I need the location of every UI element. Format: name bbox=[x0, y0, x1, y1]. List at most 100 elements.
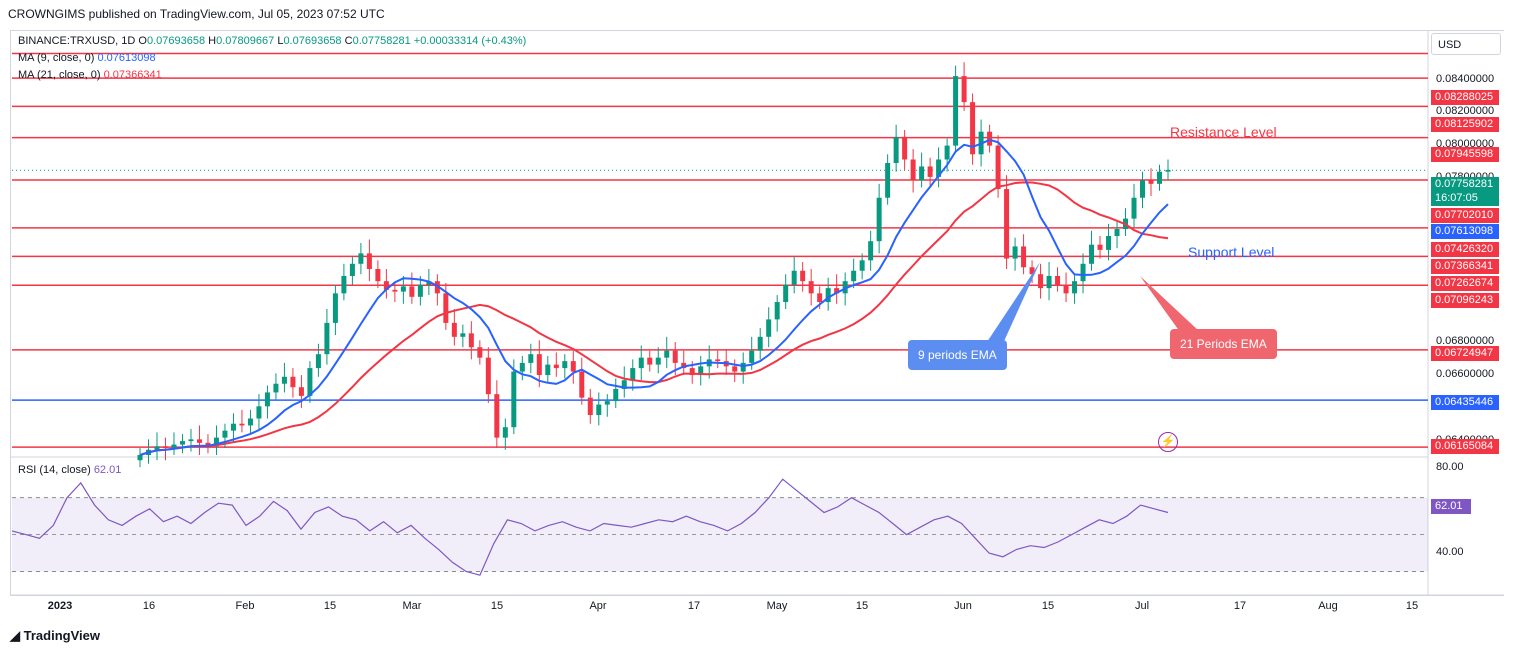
rsi-value: 62.01 bbox=[93, 464, 122, 476]
candle-body bbox=[1055, 275, 1061, 285]
candle-body bbox=[417, 284, 423, 297]
price-tag: 0.07096243 bbox=[1431, 293, 1499, 308]
candle-body bbox=[366, 253, 372, 270]
candle-body bbox=[834, 288, 840, 294]
open-value: 0.07693658 bbox=[146, 35, 206, 47]
candle-body bbox=[256, 406, 262, 419]
candle-body bbox=[1029, 267, 1035, 275]
low-label: L bbox=[277, 35, 284, 47]
x-tick: Jun bbox=[954, 600, 972, 612]
candle-body bbox=[349, 263, 355, 276]
candle-body bbox=[902, 136, 908, 160]
price-tag: 0.07702010 bbox=[1431, 208, 1499, 223]
candle-body bbox=[332, 293, 338, 323]
brand-label: TradingView bbox=[23, 628, 100, 643]
candle-body bbox=[1097, 244, 1103, 250]
x-tick: Jul bbox=[1134, 600, 1150, 612]
tradingview-logo[interactable]: ◢ TradingView bbox=[10, 628, 100, 644]
candle-body bbox=[375, 269, 381, 282]
x-tick: Feb bbox=[235, 600, 255, 612]
candle-body bbox=[749, 350, 755, 363]
candle-body bbox=[1038, 274, 1044, 289]
candle-body bbox=[800, 270, 806, 282]
candle-body bbox=[817, 293, 823, 303]
candle-body bbox=[732, 366, 738, 372]
price-tick: 0.08400000 bbox=[1436, 73, 1495, 85]
ma21-line bbox=[139, 181, 1169, 456]
ma21-label: MA (21, close, 0) bbox=[18, 69, 101, 81]
x-tick: 15 bbox=[1405, 600, 1419, 612]
x-tick: 17 bbox=[1233, 600, 1247, 612]
x-tick: 2023 bbox=[47, 600, 73, 612]
candle-body bbox=[426, 281, 432, 285]
candle-body bbox=[1148, 180, 1154, 184]
candle-body bbox=[290, 376, 296, 388]
rsi-legend[interactable]: RSI (14, close) 62.01 bbox=[18, 464, 121, 476]
candle-body bbox=[562, 361, 568, 369]
candle-body bbox=[230, 423, 236, 431]
price-tag: 0.07945598 bbox=[1431, 147, 1499, 162]
candle-body bbox=[443, 293, 449, 323]
close-value: 0.07758281 bbox=[352, 35, 411, 47]
lightning-alert-icon[interactable]: ⚡ bbox=[1158, 432, 1178, 452]
candle-body bbox=[885, 162, 891, 198]
low-value: 0.07693658 bbox=[283, 35, 342, 47]
rsi-tag: 62.01 bbox=[1431, 499, 1471, 514]
ma21-tag: 0.07366341 bbox=[1431, 259, 1499, 274]
candle-body bbox=[324, 322, 330, 355]
candle-body bbox=[579, 371, 585, 398]
x-tick: Aug bbox=[1318, 600, 1338, 612]
candle-body bbox=[1004, 189, 1010, 259]
candle-body bbox=[672, 350, 678, 363]
publisher-line: CROWNGIMS published on TradingView.com, … bbox=[8, 7, 385, 21]
x-tick: 15 bbox=[1041, 600, 1055, 612]
currency-selector[interactable]: USD bbox=[1431, 33, 1501, 55]
x-tick: 15 bbox=[490, 600, 504, 612]
candle-body bbox=[341, 275, 347, 294]
candle-body bbox=[222, 430, 228, 438]
candle-body bbox=[689, 368, 695, 376]
candle-body bbox=[519, 362, 525, 372]
candle-body bbox=[970, 102, 976, 155]
candle-body bbox=[961, 76, 967, 103]
price-tick: 0.08200000 bbox=[1436, 105, 1495, 117]
candle-body bbox=[162, 446, 168, 449]
change-value: +0.00033314 (+0.43%) bbox=[413, 35, 527, 47]
candle-body bbox=[638, 357, 644, 369]
candle-body bbox=[298, 387, 304, 396]
candle-body bbox=[545, 364, 551, 376]
candle-body bbox=[494, 394, 500, 438]
candle-body bbox=[876, 197, 882, 242]
x-tick: 17 bbox=[687, 600, 701, 612]
candle-body bbox=[604, 401, 610, 405]
candle-body bbox=[936, 159, 942, 177]
candle-body bbox=[536, 354, 542, 376]
x-tick: 15 bbox=[855, 600, 869, 612]
candle-body bbox=[434, 281, 440, 294]
candle-body bbox=[791, 270, 797, 285]
ma9-legend[interactable]: MA (9, close, 0) 0.07613098 bbox=[18, 52, 156, 64]
candle-body bbox=[502, 427, 508, 438]
candle-body bbox=[953, 76, 959, 146]
ema21-callout-pointer bbox=[1140, 276, 1200, 332]
candle-body bbox=[698, 366, 704, 376]
candle-body bbox=[740, 362, 746, 372]
candle-body bbox=[511, 371, 517, 428]
high-value: 0.07809667 bbox=[216, 35, 275, 47]
candle-body bbox=[587, 397, 593, 416]
candle-body bbox=[196, 439, 202, 443]
candle-body bbox=[664, 350, 670, 358]
x-tick: Apr bbox=[589, 600, 607, 612]
x-tick: May bbox=[766, 600, 788, 612]
candle-body bbox=[1140, 180, 1146, 198]
candle-body bbox=[171, 444, 177, 449]
price-tag: 0.08288025 bbox=[1431, 90, 1499, 105]
ma21-legend[interactable]: MA (21, close, 0) 0.07366341 bbox=[18, 69, 162, 81]
price-tag: 0.06724947 bbox=[1431, 346, 1499, 361]
candle-body bbox=[613, 388, 619, 402]
price-tag: 0.06165084 bbox=[1431, 439, 1499, 454]
symbol-label[interactable]: BINANCE:TRXUSD, 1D bbox=[18, 35, 136, 47]
ohlc-legend: BINANCE:TRXUSD, 1D O0.07693658 H0.078096… bbox=[18, 35, 526, 47]
x-tick: 15 bbox=[323, 600, 337, 612]
